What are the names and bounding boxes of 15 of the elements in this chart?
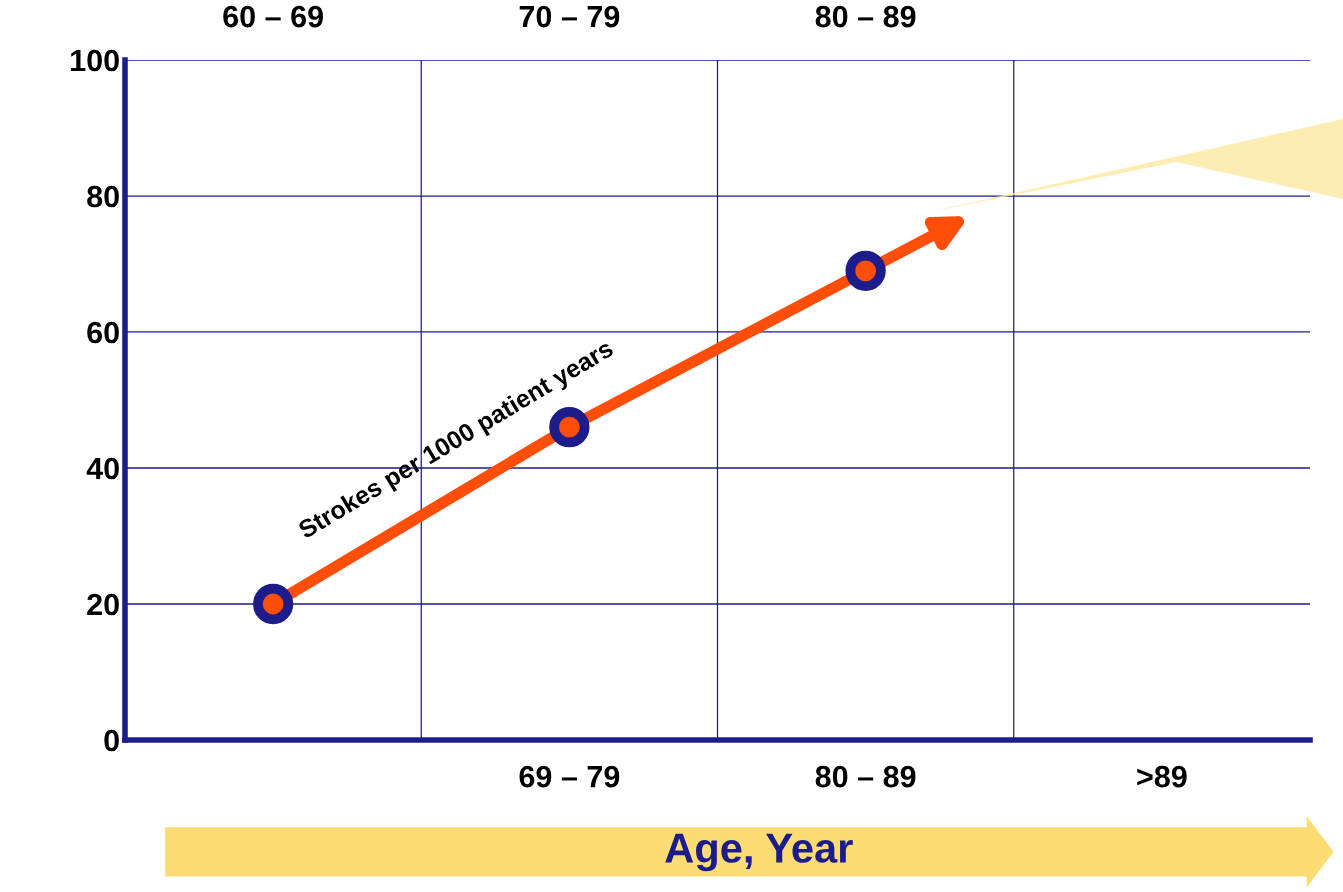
y-tick-label: 60	[87, 321, 119, 344]
x-axis-title: Age, Year	[665, 833, 853, 872]
x-tick-label: 69 – 79	[519, 765, 620, 788]
y-tick-label: 20	[87, 593, 119, 616]
text: 60 – 69	[223, 5, 323, 28]
text: 80 – 89	[815, 5, 916, 28]
point	[252, 583, 294, 625]
y-tick-label: 100	[71, 49, 119, 72]
y-tick-label: 40	[86, 457, 119, 480]
y-tick-label: 0	[104, 729, 119, 752]
y-tick-label: 80	[87, 185, 119, 208]
x-tick-label: 80 – 89	[815, 765, 916, 788]
x-tick-label: >89	[1137, 765, 1187, 788]
text: 70 – 79	[519, 5, 620, 28]
point	[845, 250, 886, 291]
